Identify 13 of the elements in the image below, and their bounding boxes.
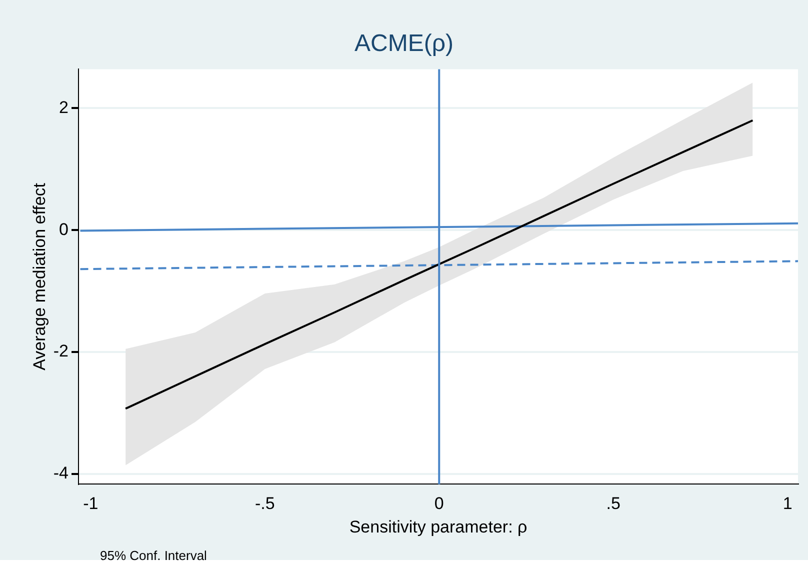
text: 95% Conf. Interval [100,548,207,563]
y-tick-label: -2 [53,342,69,361]
y-axis-title: Average mediation effect [30,182,49,370]
x-tick-label: -1 [83,494,98,514]
chart-title: ACME(ρ) [354,30,454,58]
y-tick-label: 2 [59,98,69,117]
x-tick-label: 0 [434,494,444,514]
y-tick-label: 0 [59,220,69,239]
x-tick-label: 1 [782,494,792,514]
x-tick-label: -.5 [255,494,275,514]
x-axis-title: Sensitivity parameter: ρ [349,517,528,536]
y-tick-label: -4 [53,464,69,483]
x-tick-label: .5 [606,494,620,514]
